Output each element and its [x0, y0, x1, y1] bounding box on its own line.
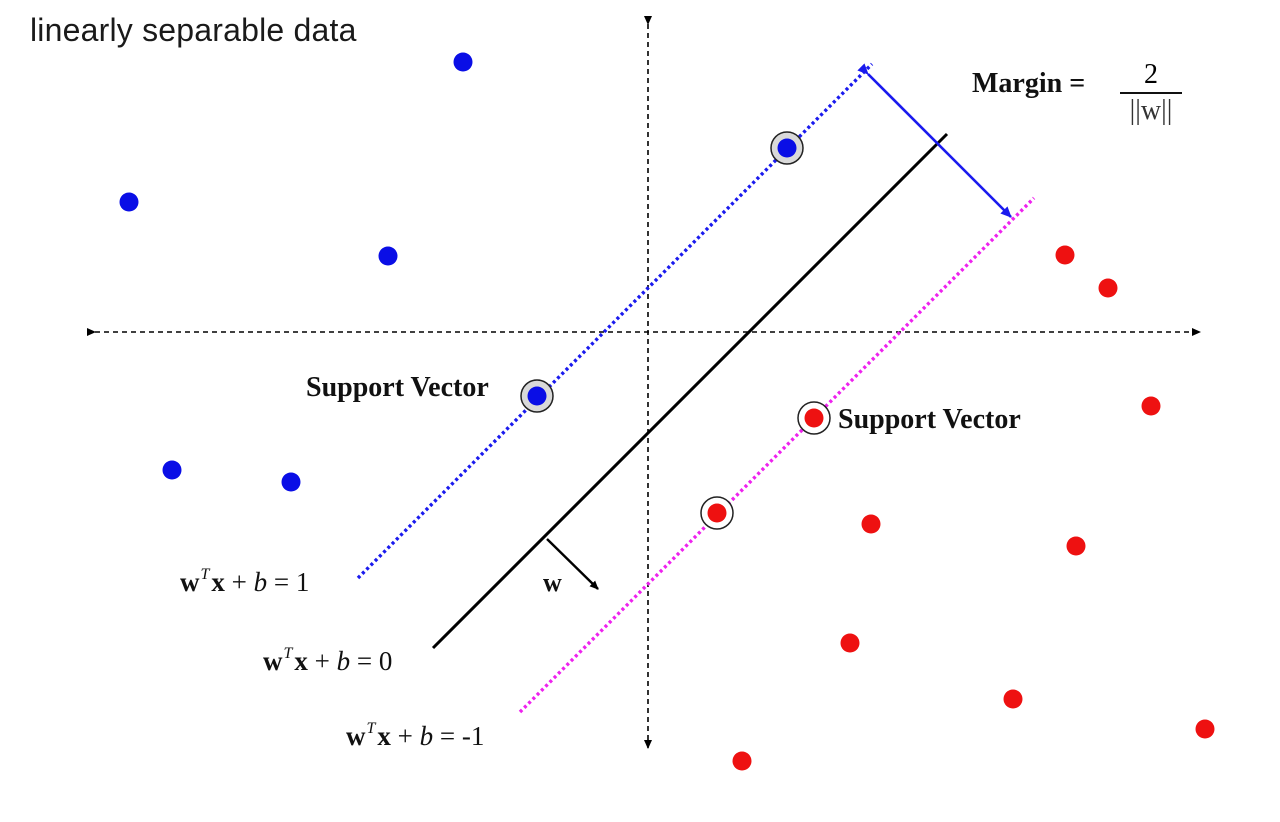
normal-vector-arrow [546, 538, 599, 590]
data-point-red [732, 751, 752, 771]
data-point-red [1066, 536, 1086, 556]
boundary-lines [356, 62, 1036, 714]
data-point-red [1098, 278, 1118, 298]
support-vector-label-right: Support Vector [838, 404, 1021, 435]
class-positive-points [119, 52, 804, 492]
equation-positive-margin: wTx + b = 1 [180, 566, 310, 597]
fraction-bar [1120, 92, 1182, 94]
decision-boundary-line [431, 132, 949, 650]
margin-fraction: 2 ||w|| [1120, 60, 1182, 126]
axes [87, 16, 1201, 749]
negative-margin-line [518, 196, 1036, 714]
support-vector-red [700, 496, 734, 530]
class-negative-points [700, 245, 1215, 771]
data-point-blue [162, 460, 182, 480]
diagram-title: linearly separable data [30, 12, 357, 48]
margin-arrow [857, 63, 1012, 218]
margin-denominator: ||w|| [1129, 95, 1173, 126]
normal-vector-label: w [543, 568, 562, 597]
margin-label: Margin = [972, 68, 1086, 99]
equation-negative-margin: wTx + b = -1 [346, 720, 485, 751]
support-vector-red [797, 401, 831, 435]
data-point-blue [119, 192, 139, 212]
positive-margin-line [356, 62, 874, 580]
support-vector-blue [520, 379, 554, 413]
data-point-red [1003, 689, 1023, 709]
data-point-red [1141, 396, 1161, 416]
data-point-blue [378, 246, 398, 266]
support-vector-blue [770, 131, 804, 165]
data-point-red [840, 633, 860, 653]
data-point-red [1195, 719, 1215, 739]
data-point-red [861, 514, 881, 534]
data-point-red [1055, 245, 1075, 265]
data-point-blue [281, 472, 301, 492]
support-vector-label-left: Support Vector [306, 372, 489, 403]
data-point-blue [453, 52, 473, 72]
margin-numerator: 2 [1144, 59, 1158, 90]
equation-decision-boundary: wTx + b = 0 [263, 645, 393, 676]
